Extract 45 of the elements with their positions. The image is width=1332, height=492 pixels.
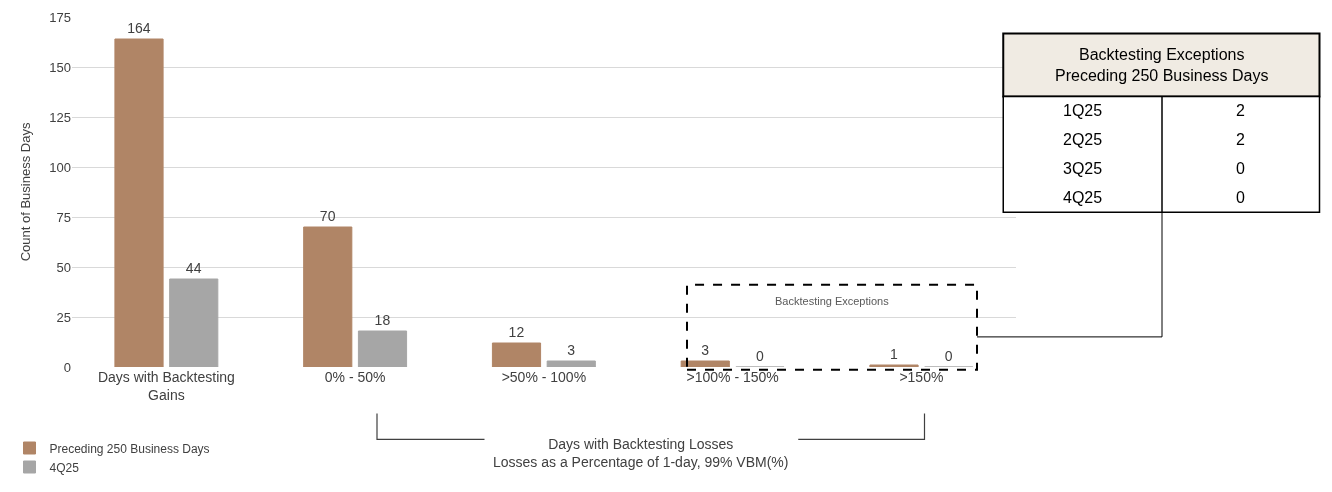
bar	[546, 360, 596, 367]
text: 3Q25	[1063, 160, 1103, 177]
y-tick-label: 125	[49, 109, 71, 125]
x-tick-label: >50% - 100%	[501, 369, 587, 385]
data-label: 44	[185, 260, 202, 276]
y-axis-title: Count of Business Days	[18, 122, 34, 262]
data-label: 0	[944, 348, 953, 364]
text: Days with Backtesting Losses Losses as a Percentage of 1-day, 99% VBM(%)	[493, 436, 789, 471]
y-tick-label: 0	[63, 359, 71, 375]
text: 2	[1236, 131, 1245, 148]
annotation: Backtesting Exceptions	[775, 295, 890, 307]
y-tick-label: 50	[56, 259, 71, 275]
data-label: 164	[127, 20, 151, 36]
data-label: 12	[508, 324, 525, 340]
legend-label: 4Q25	[49, 460, 80, 475]
text: 1Q25	[1063, 102, 1103, 119]
data-label: 0	[755, 348, 764, 364]
bar	[680, 360, 730, 367]
data-label: 18	[374, 312, 391, 328]
y-tick-label: 25	[56, 309, 71, 325]
text: 0	[1236, 189, 1245, 206]
data-label: 3	[567, 342, 576, 358]
text: 2Q25	[1063, 131, 1103, 148]
bar	[869, 364, 919, 367]
data-label: 70	[319, 208, 336, 224]
text: Backtesting Exceptions Preceding 250 Business Days	[1055, 46, 1269, 84]
y-tick-label: 150	[49, 59, 71, 75]
text: 2	[1236, 102, 1245, 119]
legend-label: Preceding 250 Business Days	[49, 441, 210, 456]
data-label: 3	[701, 342, 710, 358]
text: 4Q25	[1063, 189, 1103, 206]
bar	[169, 278, 219, 367]
text: 0	[1236, 160, 1245, 177]
x-tick-label: Days with Backtesting Gains	[97, 369, 235, 404]
y-tick-label: 175	[49, 9, 71, 25]
bar	[357, 330, 408, 367]
x-tick-label: >150%	[899, 369, 944, 385]
x-tick-label: >100% - 150%	[686, 369, 779, 385]
bar	[114, 38, 164, 367]
bar	[303, 226, 353, 367]
y-tick-label: 75	[56, 209, 71, 225]
x-tick-label: 0% - 50%	[324, 369, 386, 385]
y-tick-label: 100	[49, 159, 71, 175]
data-label: 1	[890, 346, 899, 362]
bar	[491, 342, 542, 367]
